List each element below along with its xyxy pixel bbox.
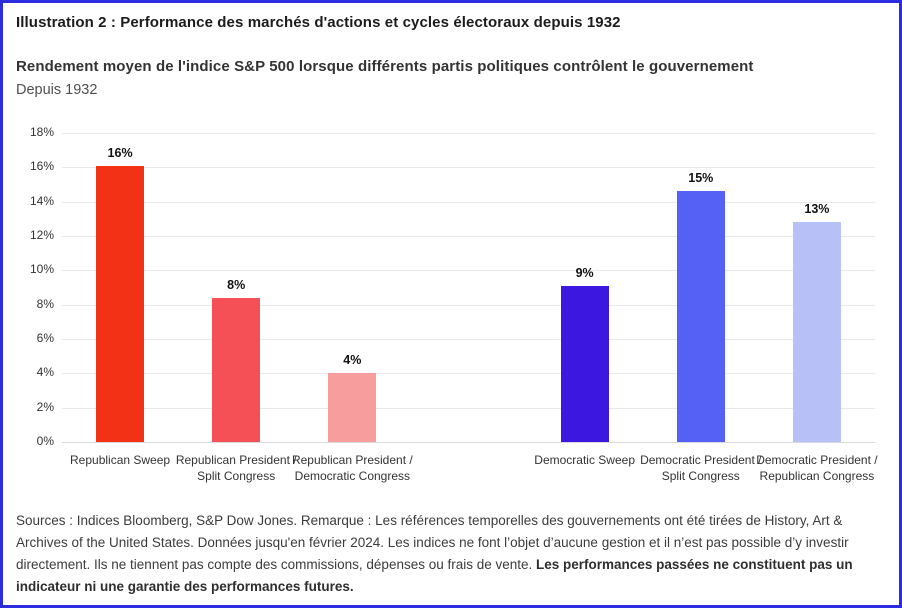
footnote-disclaimer: Les performances passées ne constituent … (16, 556, 853, 594)
bar (792, 222, 841, 442)
gridline (62, 270, 875, 272)
y-tick-label: 2% (36, 399, 54, 414)
category-label: Democratic President / Republican Congre… (756, 453, 878, 484)
bar (96, 165, 145, 442)
bar-value-label: 15% (688, 171, 714, 186)
gridline (62, 339, 875, 340)
gridline (62, 236, 875, 237)
bar (676, 191, 725, 442)
footnote-text: Sources : Indices Bloomberg, S&P Dow Jon… (16, 513, 849, 572)
bar (328, 373, 377, 442)
footnote: Sources : Indices Bloomberg, S&P Dow Jon… (16, 510, 886, 597)
chart-title: Rendement moyen de l'indice S&P 500 lors… (16, 58, 754, 75)
bar-chart: 0% 2% 4% 6% 8% 10% 12% 14% 16% 18% 16% Republican S… (16, 122, 886, 500)
y-tick-label: 10% (29, 262, 54, 277)
y-tick-label: 18% (29, 125, 54, 139)
gridline (62, 407, 875, 409)
category-label: Republican Sweep (70, 453, 171, 467)
bar-value-label: 8% (227, 277, 246, 292)
bar-value-label: 4% (343, 353, 362, 368)
bar-value-label: 13% (804, 202, 830, 217)
gridline (62, 167, 875, 169)
gridline (62, 201, 875, 203)
y-tick-label: 6% (36, 331, 54, 345)
gridline (62, 133, 875, 134)
y-tick-label: 4% (36, 365, 54, 380)
gridline (62, 373, 875, 375)
bar (560, 285, 609, 442)
gridline (62, 304, 875, 306)
y-tick-label: 16% (29, 159, 54, 174)
page-title: Illustration 2 : Performance des marchés… (16, 14, 621, 31)
y-tick-label: 8% (36, 296, 54, 311)
category-label: Democratic President / Split Congress (640, 453, 762, 484)
y-tick-label: 12% (29, 228, 54, 242)
y-tick-label: 14% (29, 193, 54, 208)
bar-value-label: 9% (575, 265, 594, 280)
bar (212, 297, 261, 442)
chart-subtitle: Depuis 1932 (16, 82, 98, 98)
y-tick-label: 0% (36, 434, 54, 448)
x-axis-line (62, 442, 875, 443)
category-label: Democratic Sweep (534, 453, 635, 467)
category-label: Republican President / Democratic Congre… (291, 453, 413, 484)
category-label: Republican President / Split Congress (175, 453, 297, 484)
bar-value-label: 16% (107, 145, 133, 160)
